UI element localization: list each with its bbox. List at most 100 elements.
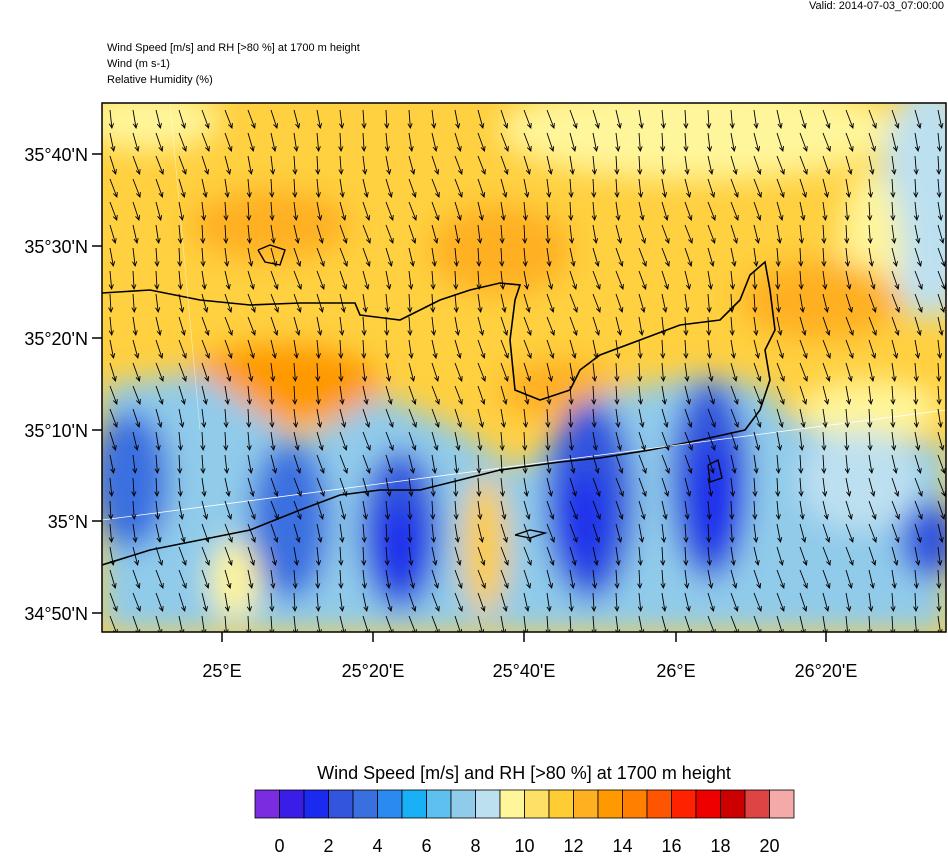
wind-arrow	[615, 477, 624, 497]
wind-arrow	[523, 385, 530, 406]
wind-arrow	[730, 201, 739, 221]
wind-arrow	[753, 132, 761, 153]
wind-arrow	[638, 224, 647, 244]
wind-arrow	[799, 316, 807, 336]
wind-arrow	[408, 362, 416, 383]
wind-arrow	[937, 500, 946, 520]
wind-arrow	[270, 293, 279, 313]
wind-arrow	[776, 201, 784, 221]
wind-arrow	[338, 546, 344, 567]
wind-arrow	[775, 270, 781, 291]
wind-arrow	[753, 155, 762, 175]
wind-arrow	[109, 546, 116, 567]
colorbar-label: 4	[372, 836, 382, 854]
wind-arrow	[707, 454, 715, 474]
wind-arrow	[523, 293, 531, 313]
wind-arrow	[431, 201, 440, 221]
wind-arrow	[591, 155, 597, 176]
wind-arrow	[891, 362, 897, 383]
wind-arrow	[753, 523, 759, 544]
wind-arrow	[454, 431, 461, 452]
wind-arrow	[178, 201, 185, 222]
wind-arrow	[799, 385, 808, 405]
wind-arrow	[247, 109, 256, 129]
wind-arrow	[891, 155, 897, 176]
wind-arrow	[615, 500, 624, 520]
lat-label: 35°10'N	[24, 421, 88, 441]
wind-arrow	[132, 546, 140, 567]
wind-arrow	[569, 155, 575, 176]
wind-arrow	[178, 408, 185, 429]
wind-arrow	[822, 155, 831, 175]
colorbar-label: 14	[612, 836, 632, 854]
wind-arrow	[799, 431, 805, 452]
wind-arrow	[408, 270, 414, 291]
wind-arrow	[431, 339, 438, 360]
wind-arrow	[707, 132, 713, 153]
wind-arrow	[316, 408, 323, 429]
wind-arrow	[500, 339, 509, 359]
wind-arrow	[592, 316, 600, 336]
wind-arrow	[292, 569, 298, 590]
wind-arrow	[568, 431, 575, 452]
wind-arrow	[500, 592, 508, 612]
wind-arrow	[132, 316, 138, 337]
wind-arrow	[776, 316, 783, 337]
wind-arrow	[776, 109, 783, 130]
wind-arrow	[339, 408, 347, 429]
wind-arrow	[706, 316, 712, 337]
colorbar-box	[597, 789, 623, 819]
wind-arrow	[108, 109, 115, 130]
wind-arrow	[361, 109, 367, 130]
wind-arrow	[845, 546, 854, 566]
wind-arrow	[845, 523, 854, 543]
wind-arrow	[707, 362, 714, 383]
wind-arrow	[154, 477, 160, 498]
wind-arrow	[822, 339, 831, 359]
wind-arrow	[178, 293, 185, 314]
lat-label: 35°N	[48, 512, 88, 532]
wind-arrow	[822, 477, 828, 498]
wind-arrow	[155, 316, 162, 337]
wind-arrow	[453, 270, 459, 291]
wind-arrow	[339, 316, 345, 337]
wind-arrow	[523, 592, 530, 613]
wind-arrow	[776, 431, 783, 452]
wind-arrow	[660, 362, 666, 383]
wind-arrow	[546, 132, 555, 152]
wind-arrow	[131, 270, 137, 291]
wind-arrow	[500, 385, 508, 405]
wind-arrow	[914, 293, 923, 313]
wind-arrow	[592, 270, 601, 290]
wind-arrow	[799, 293, 805, 314]
wind-arrow	[155, 178, 164, 198]
wind-arrow	[385, 477, 392, 498]
wind-arrow	[361, 316, 367, 337]
wind-arrow	[845, 178, 851, 199]
wind-arrow	[661, 247, 670, 267]
wind-arrow	[499, 477, 506, 498]
wind-arrow	[569, 477, 577, 497]
wind-arrow	[476, 454, 482, 475]
wind-arrow	[684, 431, 693, 451]
wind-arrow	[247, 546, 255, 566]
wind-arrow	[155, 592, 164, 612]
wind-arrow	[707, 178, 716, 198]
wind-arrow	[316, 224, 324, 244]
wind-arrow	[178, 339, 187, 359]
wind-arrow	[638, 247, 647, 267]
wind-arrow	[109, 247, 116, 268]
wind-arrow	[408, 454, 415, 475]
wind-arrow	[730, 477, 736, 498]
wind-arrow	[477, 546, 486, 566]
wind-arrow	[753, 592, 762, 612]
wind-arrow	[614, 592, 620, 613]
wind-arrow	[546, 546, 555, 566]
wind-arrow	[132, 201, 141, 221]
wind-arrow	[546, 454, 552, 475]
wind-arrow	[706, 339, 713, 360]
wind-arrow	[224, 293, 233, 313]
wind-arrow	[776, 178, 785, 198]
wind-arrow	[799, 132, 808, 152]
wind-arrow	[454, 362, 463, 382]
